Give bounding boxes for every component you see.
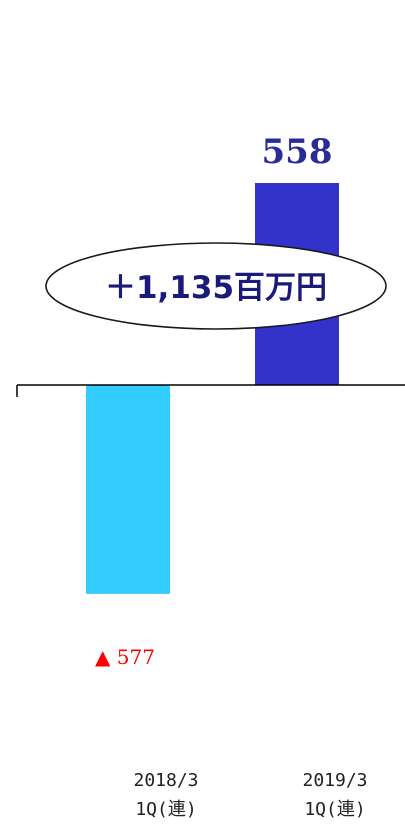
value-labels-group: ▲ 577 558 [95,132,332,669]
difference-callout: ＋1,135百万円 [45,242,387,330]
callout-text: ＋1,135百万円 [105,270,327,306]
value-label-2018-3: ▲ 577 [95,645,155,669]
category-label-2019-3: 2019/3 1Q(連) [302,770,367,820]
category-label-2018-3: 2018/3 1Q(連) [133,770,198,820]
value-label-2019-3: 558 [262,132,333,172]
callout-ellipse [45,242,387,330]
bar-2018-3 [86,385,170,594]
category-labels-group: 2018/3 1Q(連) 2019/3 1Q(連) [133,770,367,820]
